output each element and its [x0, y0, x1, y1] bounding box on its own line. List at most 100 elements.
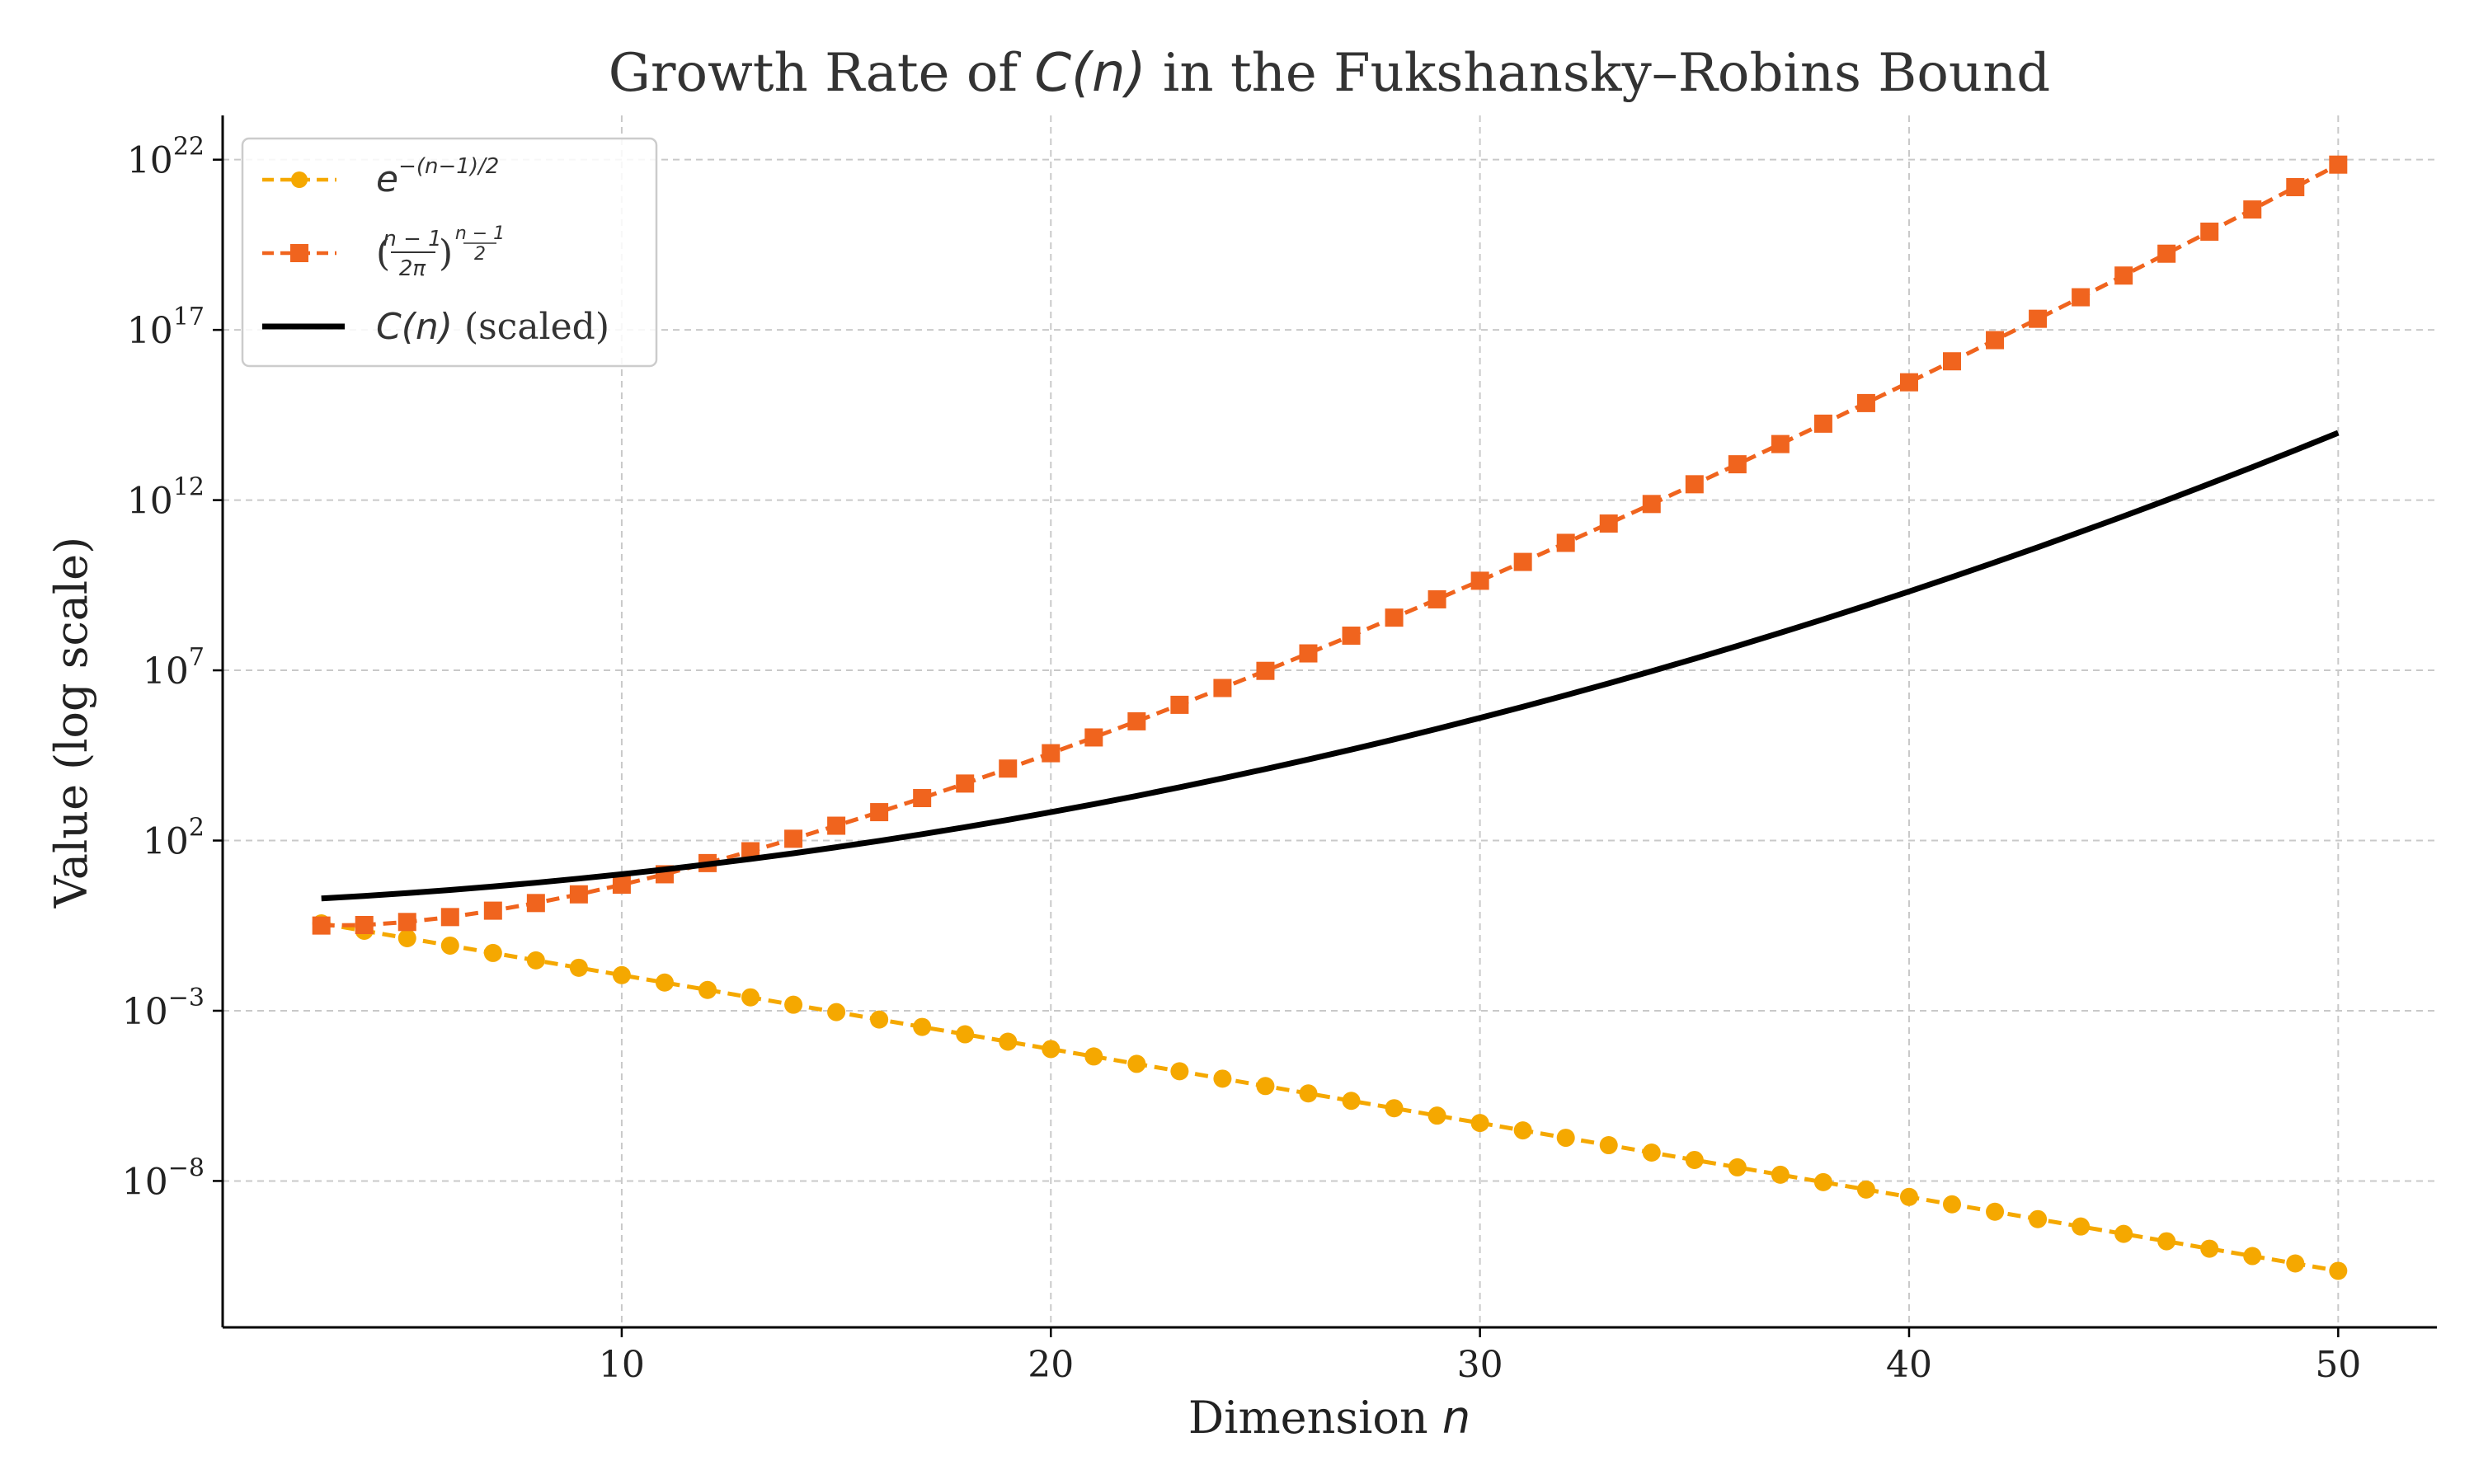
data-point-circle [1170, 1062, 1189, 1081]
legend-label-power: ( [376, 232, 390, 275]
data-point-square [1599, 514, 1618, 533]
data-point-circle [2243, 1247, 2262, 1266]
grid-layer [223, 115, 2437, 1327]
legend-exp-num: n − 1 [455, 223, 505, 244]
y-axis-label: Value (log scale) [45, 537, 97, 909]
data-point-square [483, 901, 502, 920]
data-point-circle [784, 995, 803, 1014]
y-tick-label: 10−3 [122, 984, 205, 1033]
data-point-square [440, 908, 459, 927]
data-point-square [784, 829, 803, 848]
data-point-square [1856, 393, 1875, 412]
data-point-square [2329, 155, 2348, 174]
data-point-circle [1513, 1121, 1532, 1140]
data-point-circle [1813, 1172, 1832, 1191]
data-point-circle [397, 928, 416, 947]
legend-marker-circle [291, 171, 308, 188]
data-point-square [1213, 679, 1232, 697]
data-point-square [956, 774, 975, 793]
data-point-square [827, 816, 846, 835]
data-point-square [1685, 475, 1704, 494]
data-point-circle [913, 1017, 932, 1036]
y-tick-label: 10−8 [122, 1153, 205, 1203]
data-point-circle [1342, 1092, 1361, 1111]
legend-frac-den: 2π [399, 256, 426, 281]
y-tick-label: 1022 [127, 133, 205, 182]
series-line-2 [321, 430, 2340, 902]
data-point-circle [1986, 1202, 2005, 1221]
y-tick-label: 1017 [127, 303, 205, 352]
data-point-circle [1599, 1136, 1618, 1155]
data-point-square [2029, 309, 2048, 328]
legend-entry-power: ( n − 1 2π ) n − 1 2 [262, 223, 505, 281]
data-point-square [1084, 728, 1103, 747]
data-point-circle [1856, 1180, 1875, 1199]
data-point-circle [655, 973, 674, 992]
data-point-square [569, 885, 588, 904]
x-axis-label: Dimension n [1188, 1392, 1470, 1444]
data-point-circle [483, 943, 502, 962]
data-point-square [1899, 373, 1918, 392]
data-point-circle [1642, 1144, 1661, 1162]
data-point-square [1299, 644, 1318, 663]
data-point-circle [2157, 1232, 2176, 1251]
data-point-circle [1728, 1158, 1747, 1176]
data-point-square [870, 803, 889, 822]
data-point-circle [1771, 1165, 1790, 1184]
data-point-circle [2029, 1209, 2048, 1228]
data-point-circle [741, 988, 760, 1007]
data-point-square [1256, 661, 1275, 680]
data-point-square [526, 894, 545, 913]
chart-title: Growth Rate of C(n) in the Fukshansky–Ro… [609, 43, 2051, 104]
legend: e−(n−1)/2 ( n − 1 2π ) n − 1 2 C(n) (sca… [241, 137, 658, 368]
legend-frame [241, 137, 658, 368]
data-point-circle [698, 980, 717, 999]
data-point-circle [1084, 1047, 1103, 1066]
x-tick-label: 20 [1028, 1344, 1074, 1386]
legend-close-paren: ) [439, 232, 453, 275]
legend-label-exp-decay: e−(n−1)/2 [376, 154, 499, 200]
x-tick-label: 10 [599, 1344, 645, 1386]
data-point-circle [569, 958, 588, 977]
data-point-square [1470, 571, 1489, 590]
data-point-square [2157, 244, 2176, 263]
data-point-square [2286, 177, 2305, 196]
data-point-square [2114, 266, 2133, 285]
legend-entry-cn: C(n) (scaled) [262, 306, 609, 348]
data-point-square [2243, 200, 2262, 219]
data-point-square [999, 759, 1018, 778]
legend-label-cn: C(n) (scaled) [376, 306, 609, 348]
data-point-square [1813, 414, 1832, 433]
legend-entry-exp-decay: e−(n−1)/2 [262, 154, 499, 200]
data-point-circle [956, 1025, 975, 1044]
data-point-circle [1385, 1099, 1404, 1118]
data-point-square [612, 876, 631, 895]
data-point-circle [827, 1003, 846, 1021]
data-point-square [1342, 627, 1361, 646]
data-point-circle [2329, 1261, 2348, 1280]
data-point-square [312, 916, 331, 935]
data-point-circle [1943, 1195, 1962, 1214]
data-point-square [1771, 434, 1790, 453]
data-point-circle [1042, 1040, 1061, 1059]
legend-exp-den: 2 [474, 244, 486, 265]
data-point-circle [870, 1010, 889, 1029]
data-point-square [1986, 331, 2005, 350]
data-point-circle [1899, 1187, 1918, 1206]
data-point-square [1556, 533, 1575, 552]
data-point-circle [2200, 1239, 2219, 1258]
data-point-circle [440, 936, 459, 955]
data-point-square [397, 913, 416, 932]
data-point-circle [2286, 1254, 2305, 1273]
data-point-circle [1470, 1114, 1489, 1133]
y-tick-label: 102 [143, 814, 205, 863]
y-tick-label: 107 [143, 643, 205, 693]
data-point-square [1042, 744, 1061, 763]
x-tick-label: 30 [1457, 1344, 1503, 1386]
data-point-square [1513, 552, 1532, 571]
data-point-circle [1427, 1106, 1446, 1125]
x-tick-label: 50 [2315, 1344, 2361, 1386]
series-layer [312, 155, 2348, 1280]
data-point-circle [999, 1032, 1018, 1051]
